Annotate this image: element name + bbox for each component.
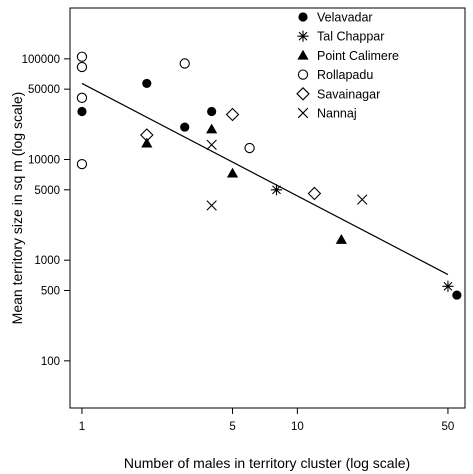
series-tal-chappar	[270, 184, 454, 292]
legend-item: Rollapadu	[297, 68, 373, 82]
data-point	[207, 106, 217, 117]
data-point	[244, 142, 255, 154]
legend-label: Savainagar	[317, 87, 380, 101]
data-point	[140, 128, 154, 142]
legend-marker	[297, 30, 309, 42]
legend-marker	[297, 69, 309, 80]
y-axis: 100 500 1000 5000 10000 50000 100000	[22, 54, 70, 368]
legend-label: Rollapadu	[317, 68, 373, 82]
legend-item: Savainagar	[296, 87, 380, 101]
legend-marker	[297, 107, 309, 119]
x-tick-label: 10	[291, 421, 304, 433]
trend-line-group	[81, 82, 449, 276]
data-point	[179, 58, 190, 69]
data-point	[270, 184, 283, 196]
data-point	[206, 139, 217, 150]
data-points-group	[76, 51, 462, 300]
data-point	[77, 106, 87, 117]
x-tick-label: 5	[229, 421, 235, 433]
data-point	[225, 107, 240, 122]
legend-label: Nannaj	[317, 107, 357, 121]
y-tick-label: 10000	[28, 155, 60, 167]
data-point	[76, 61, 88, 73]
data-point	[206, 123, 218, 134]
y-axis-label: Mean territory size in sq m (log scale)	[9, 92, 25, 325]
legend-label: Point Calimere	[317, 49, 399, 63]
data-point	[357, 194, 368, 205]
legend-item: Tal Chappar	[297, 30, 384, 44]
legend-label: Tal Chappar	[317, 30, 384, 44]
x-tick-label: 1	[79, 421, 85, 433]
data-point	[180, 122, 190, 132]
series-velavadar	[77, 78, 462, 300]
legend-marker	[298, 12, 308, 22]
legend-item: Nannaj	[297, 107, 357, 121]
legend-label: Velavadar	[317, 11, 373, 25]
legend-item: Point Calimere	[297, 49, 399, 63]
legend-item: Velavadar	[298, 11, 373, 25]
data-point	[226, 167, 239, 178]
data-point	[206, 200, 217, 211]
plot-frame	[69, 7, 466, 409]
data-point	[141, 137, 153, 148]
data-point	[76, 92, 88, 103]
series-savainagar	[140, 107, 322, 201]
legend-marker	[297, 49, 309, 60]
trend-line	[81, 82, 449, 276]
x-axis: 1 5 10 50	[79, 408, 455, 433]
x-axis-label: Number of males in territory cluster (lo…	[124, 455, 410, 471]
x-tick-label: 50	[442, 421, 455, 433]
series-nannaj	[206, 139, 368, 211]
series-rollapadu	[76, 51, 255, 170]
series-point-calimere	[141, 123, 347, 244]
legend: Velavadar Tal Chappar Point Calimere Rollap…	[296, 11, 399, 121]
y-tick-label: 100000	[22, 54, 60, 66]
y-tick-label: 500	[41, 285, 60, 297]
data-point	[76, 158, 88, 170]
y-tick-label: 5000	[34, 185, 60, 197]
data-point	[76, 51, 88, 62]
y-tick-label: 1000	[34, 255, 60, 267]
legend-marker	[296, 87, 310, 101]
data-point	[142, 78, 152, 89]
y-tick-label: 50000	[28, 84, 60, 96]
data-point	[335, 234, 347, 244]
y-tick-label: 100	[41, 356, 60, 368]
data-point	[442, 280, 454, 292]
data-point	[452, 290, 462, 300]
data-point	[307, 186, 322, 201]
